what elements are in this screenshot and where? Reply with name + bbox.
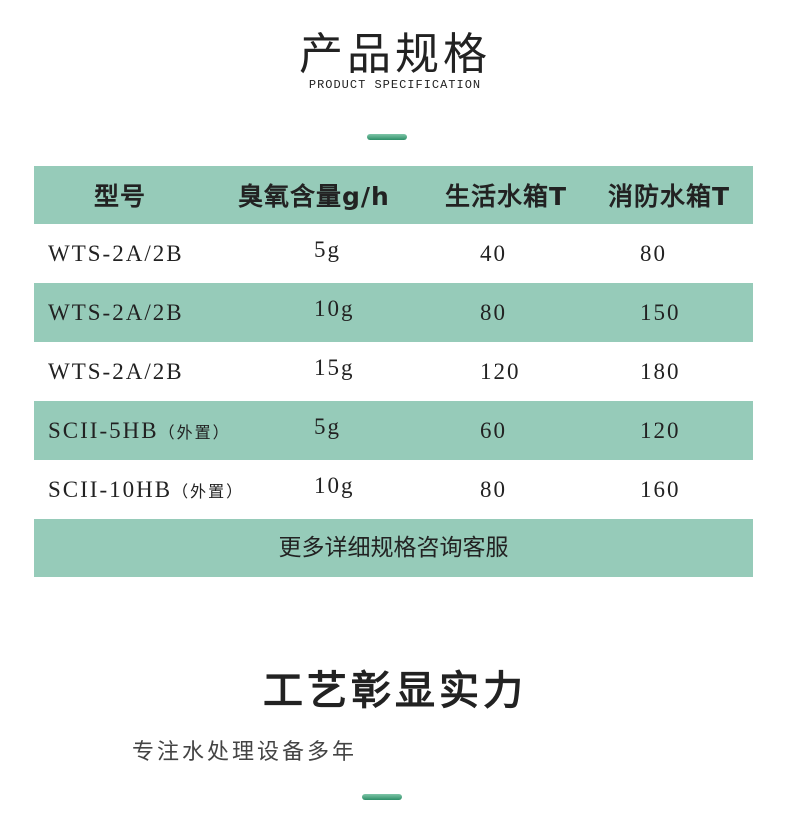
model-name: WTS-2A/2B xyxy=(48,240,184,266)
model-note: （外置） xyxy=(158,422,231,442)
page-subtitle: PRODUCT SPECIFICATION xyxy=(308,78,482,92)
model-cell: WTS-2A/2B xyxy=(48,359,184,385)
table-header: 型号 臭氧含量g/h 生活水箱T 消防水箱T xyxy=(34,166,753,224)
ozone-cell: 5g xyxy=(314,236,341,262)
table-row: WTS-2A/2B 15g 120 180 xyxy=(34,342,753,401)
model-name: SCII-10HB xyxy=(48,476,173,502)
page-title: 产品规格 xyxy=(299,29,491,80)
model-name: SCII-5HB xyxy=(48,417,159,443)
divider-bar xyxy=(362,794,402,800)
fire-cell: 150 xyxy=(640,299,681,325)
model-name: WTS-2A/2B xyxy=(48,358,184,384)
model-cell: WTS-2A/2B xyxy=(48,241,184,267)
table-row: SCII-5HB（外置） 5g 60 120 xyxy=(34,401,753,460)
fire-cell: 180 xyxy=(640,358,681,384)
ozone-cell: 5g xyxy=(314,413,341,439)
section-subtitle: 专注水处理设备多年 xyxy=(132,740,358,765)
section-title: 工艺彰显实力 xyxy=(263,668,527,714)
model-cell: SCII-10HB（外置） xyxy=(48,477,244,503)
model-note: （外置） xyxy=(172,481,245,501)
fire-cell: 80 xyxy=(640,240,667,266)
domestic-cell: 60 xyxy=(480,417,507,443)
table-row: WTS-2A/2B 10g 80 150 xyxy=(34,283,753,342)
model-cell: SCII-5HB（外置） xyxy=(48,418,231,444)
more-specs-contact[interactable]: 更多详细规格咨询客服 xyxy=(34,519,753,577)
spec-table: 型号 臭氧含量g/h 生活水箱T 消防水箱T WTS-2A/2B 5g 40 8… xyxy=(34,166,753,577)
table-row: SCII-10HB（外置） 10g 80 160 xyxy=(34,460,753,519)
col-fire: 消防水箱T xyxy=(608,182,731,211)
ozone-cell: 15g xyxy=(314,354,355,380)
table-row: WTS-2A/2B 5g 40 80 xyxy=(34,224,753,283)
domestic-cell: 80 xyxy=(480,476,507,502)
fire-cell: 160 xyxy=(640,476,681,502)
divider-bar xyxy=(367,134,407,140)
domestic-cell: 40 xyxy=(480,240,507,266)
ozone-cell: 10g xyxy=(314,295,355,321)
col-model: 型号 xyxy=(94,182,147,211)
model-name: WTS-2A/2B xyxy=(48,299,184,325)
ozone-cell: 10g xyxy=(314,472,355,498)
col-domestic: 生活水箱T xyxy=(445,182,568,211)
domestic-cell: 120 xyxy=(480,358,521,384)
fire-cell: 120 xyxy=(640,417,681,443)
model-cell: WTS-2A/2B xyxy=(48,300,184,326)
domestic-cell: 80 xyxy=(480,299,507,325)
col-ozone: 臭氧含量g/h xyxy=(238,182,390,211)
